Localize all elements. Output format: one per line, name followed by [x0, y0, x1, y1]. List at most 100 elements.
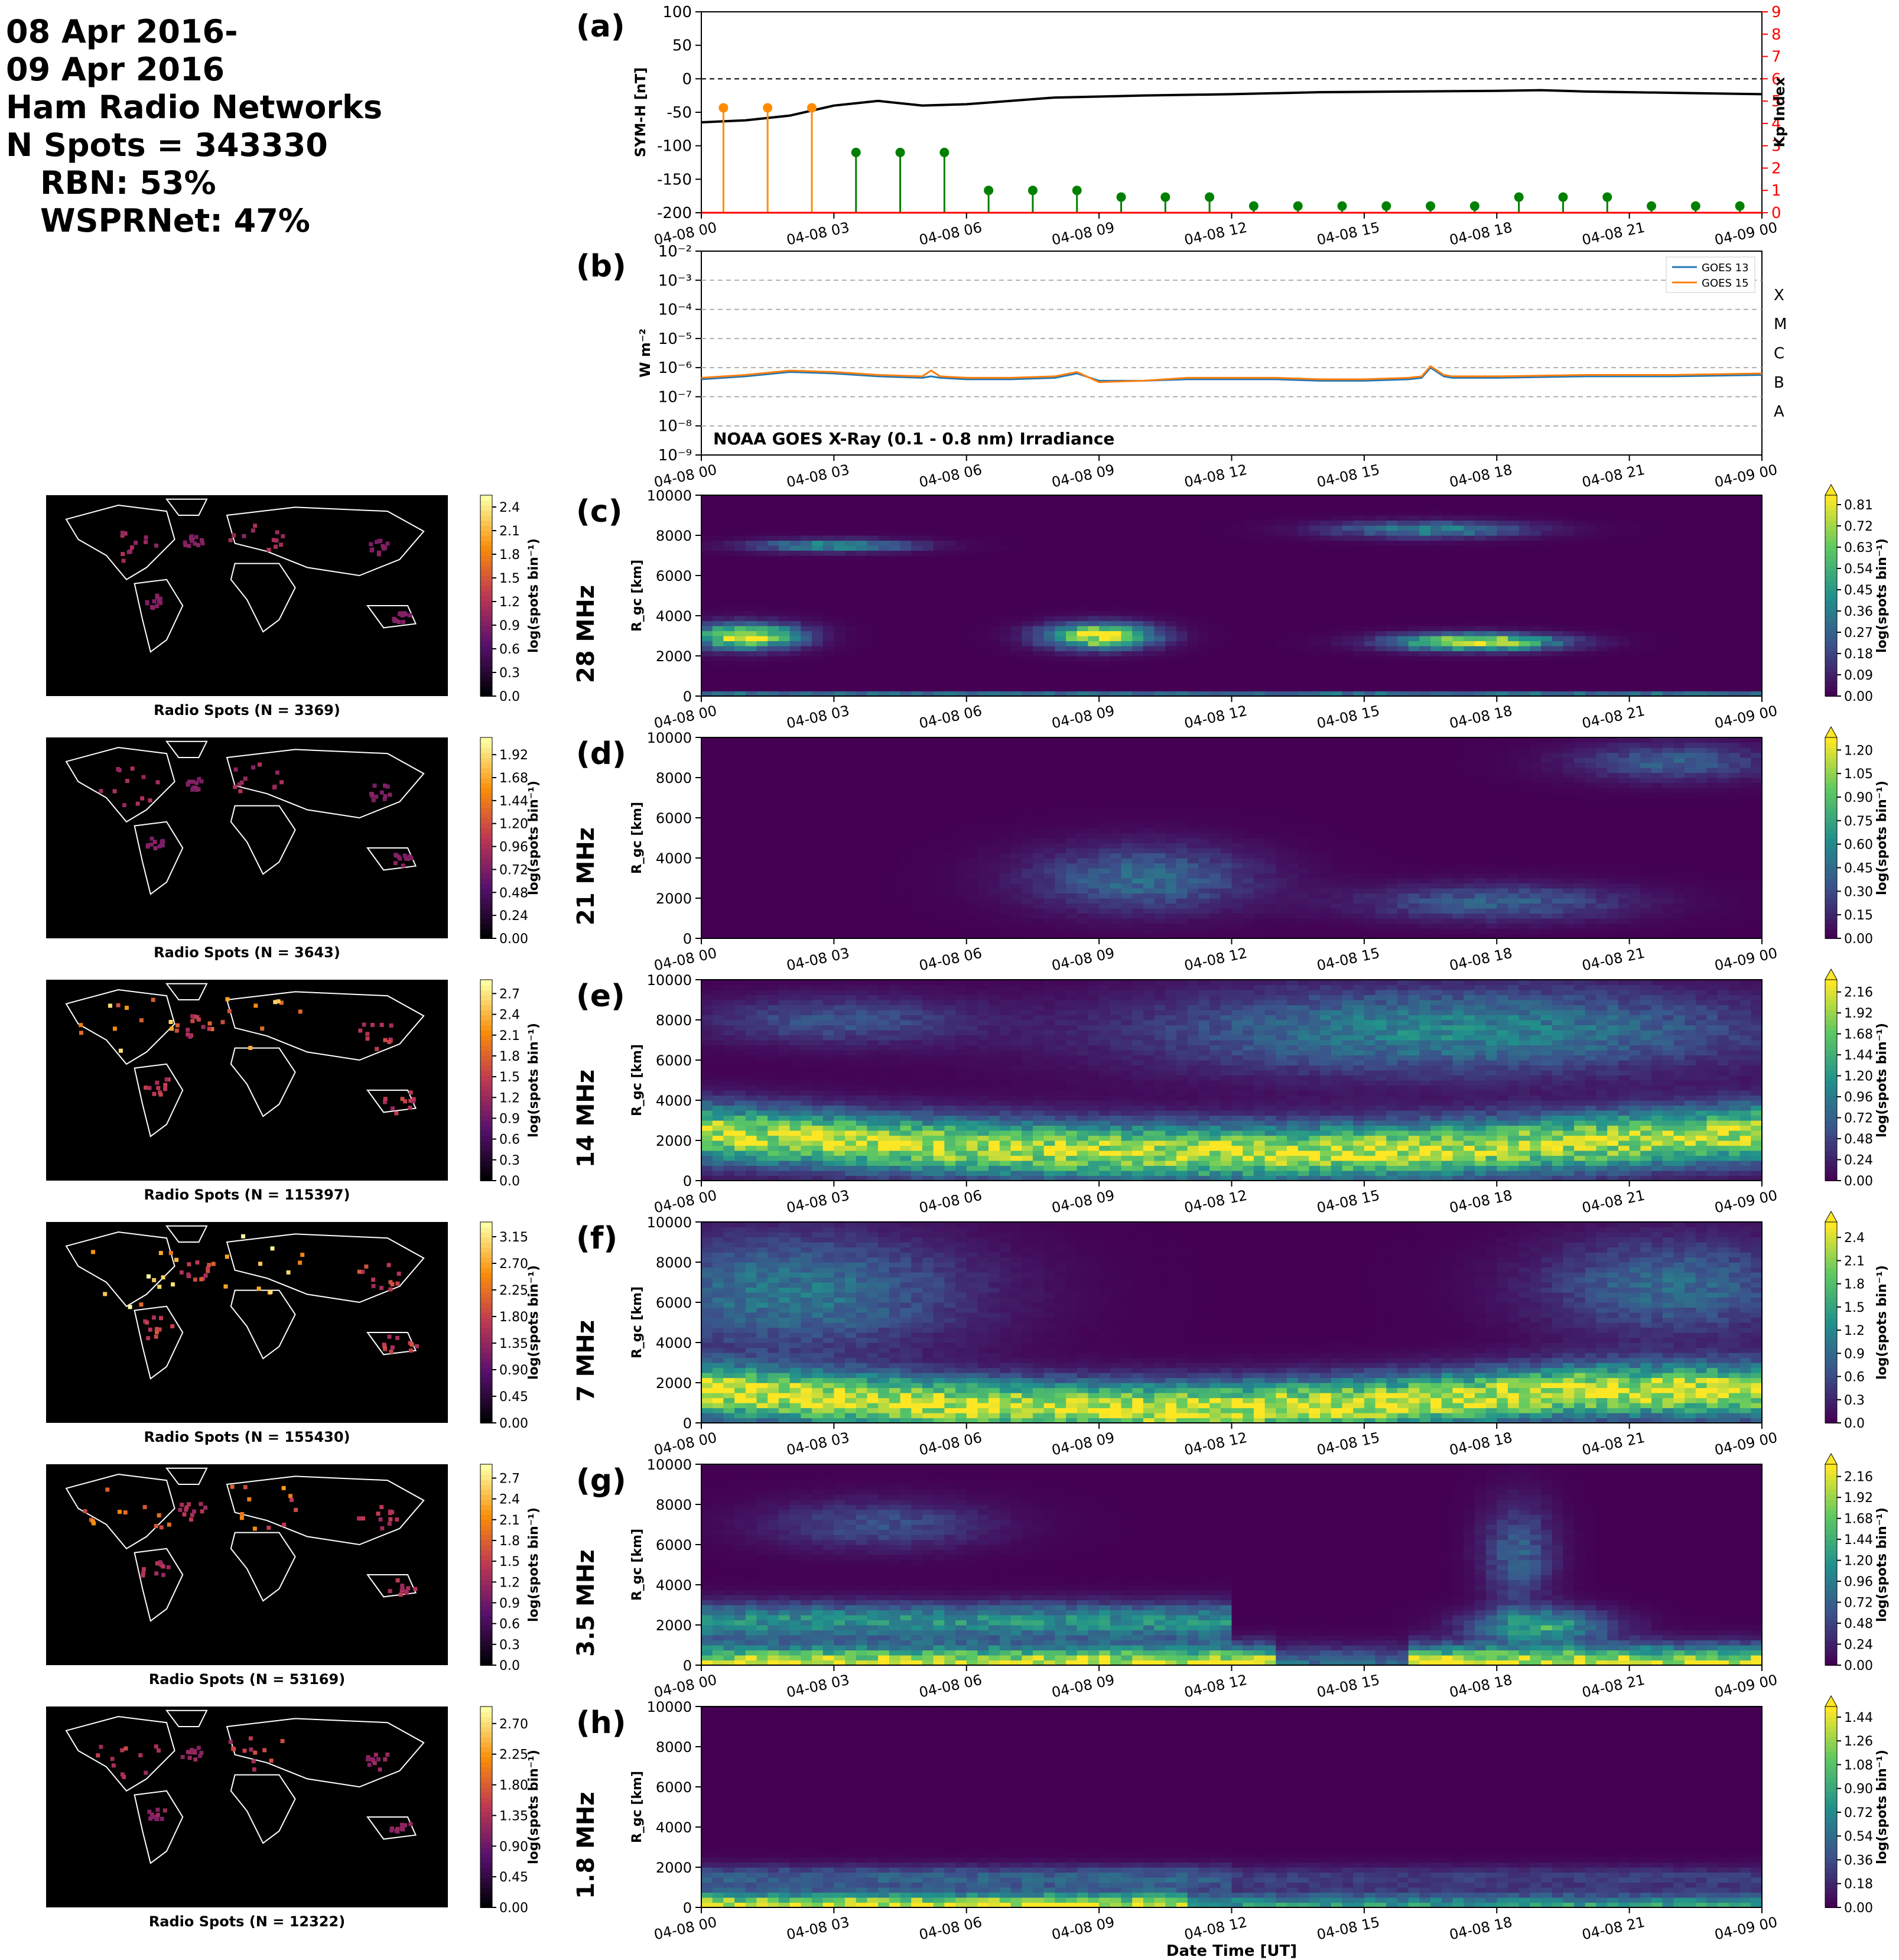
band-c-heatmap-cell: [889, 500, 901, 506]
band-c-heatmap-cell: [1651, 596, 1663, 602]
band-c-heatmap-cell: [1441, 626, 1453, 632]
band-c-heatmap-cell: [1099, 565, 1111, 571]
band-c-heatmap-cell: [1574, 661, 1586, 667]
band-c-heatmap-cell: [1253, 636, 1266, 642]
band-c-heatmap-cell: [878, 610, 890, 616]
band-c-colorbar-step: [1825, 520, 1837, 526]
band-c-heatmap-cell: [1718, 656, 1729, 662]
band-c-heatmap-cell: [1607, 520, 1619, 526]
band-c-heatmap-cell: [1165, 651, 1177, 656]
band-c-heatmap-cell: [811, 565, 824, 571]
band-c-heatmap-cell: [1651, 570, 1663, 576]
band-d-heatmap-cell: [822, 818, 834, 824]
band-d-heatmap-cell: [822, 768, 834, 773]
band-c-heatmap-cell: [1651, 560, 1663, 566]
band-c-heatmap-cell: [977, 656, 989, 662]
band-c-heatmap-cell: [1706, 590, 1718, 596]
band-c-heatmap-cell: [1441, 500, 1453, 506]
band-c-heatmap-cell: [1231, 580, 1243, 586]
band-c-heatmap-cell: [723, 525, 735, 531]
band-c-heatmap-cell: [1408, 676, 1420, 682]
band-c-heatmap-cell: [723, 515, 735, 521]
band-c-heatmap-cell: [1276, 495, 1287, 501]
band-c-heatmap-cell: [745, 671, 757, 677]
band-c-heatmap-cell: [1629, 671, 1641, 677]
band-c-heatmap-cell: [1010, 500, 1022, 506]
band-c-heatmap-cell: [1640, 560, 1652, 566]
band-c-map-colorbar-step: [480, 641, 492, 646]
band-c-heatmap-cell: [922, 626, 934, 632]
band-c-heatmap-cell: [1651, 565, 1663, 571]
band-c-heatmap-cell: [745, 505, 757, 511]
band-c-heatmap-cell: [1121, 565, 1133, 571]
band-c-heatmap-cell: [1596, 600, 1608, 606]
band-c-heatmap-cell: [1530, 651, 1542, 656]
band-c-heatmap-cell: [834, 641, 846, 646]
band-d-map-colorbar-step: [480, 798, 492, 804]
band-d-heatmap-cell: [822, 933, 834, 939]
band-d-heatmap-cell: [845, 918, 857, 924]
band-c-heatmap-cell: [811, 641, 824, 646]
band-c-heatmap-cell: [1497, 540, 1508, 546]
band-c-heatmap-cell: [811, 676, 824, 682]
band-c-heatmap-cell: [811, 666, 824, 672]
band-c-heatmap-cell: [1309, 495, 1321, 501]
band-d-heatmap-cell: [845, 893, 857, 899]
band-c-heatmap-cell: [1187, 630, 1199, 636]
band-c-heatmap-cell: [1231, 550, 1243, 556]
band-c-heatmap-cell: [1739, 590, 1751, 596]
band-c-heatmap-cell: [1507, 545, 1520, 551]
band-c-heatmap-cell: [944, 576, 956, 581]
band-c-heatmap-cell: [1209, 550, 1221, 556]
band-c-heatmap-cell: [1364, 641, 1376, 646]
band-c-heatmap-cell: [1585, 666, 1597, 672]
band-c-heatmap-cell: [1408, 540, 1420, 546]
band-c-heatmap-cell: [977, 646, 989, 652]
band-c-heatmap-cell: [1518, 610, 1530, 616]
band-d-heatmap-cell: [768, 873, 779, 879]
band-c-heatmap-cell: [845, 620, 857, 626]
band-c-heatmap-cell: [1353, 671, 1365, 677]
band-d-map-colorbar-step: [480, 933, 492, 939]
band-c-heatmap-cell: [1154, 666, 1166, 672]
band-d-heatmap-cell: [801, 933, 812, 939]
band-c-heatmap-cell: [1243, 555, 1254, 561]
band-c-heatmap-cell: [867, 691, 879, 697]
band-d-heatmap-cell: [778, 918, 791, 924]
band-c-heatmap-cell: [811, 510, 824, 516]
band-c-heatmap-cell: [1187, 676, 1199, 682]
band-c-heatmap-cell: [768, 495, 779, 501]
band-c-heatmap-cell: [1441, 586, 1453, 591]
goes-legend-label: GOES 13: [1702, 262, 1749, 274]
band-c-heatmap-cell: [1728, 691, 1741, 697]
band-c-heatmap-cell: [1099, 681, 1111, 687]
band-c-heatmap-cell: [1386, 661, 1398, 667]
band-c-spot-marker: [199, 538, 204, 542]
band-d-heatmap-cell: [701, 812, 713, 818]
band-d-heatmap-cell: [801, 762, 812, 768]
band-d-heatmap-cell: [856, 768, 868, 773]
band-d-spot-marker: [385, 784, 390, 789]
band-c-heatmap-cell: [822, 576, 834, 581]
band-c-heatmap-cell: [1386, 545, 1398, 551]
band-c-heatmap-cell: [1154, 586, 1166, 591]
band-c-heatmap-cell: [1574, 576, 1586, 581]
band-c-heatmap-cell: [1010, 671, 1022, 677]
band-c-heatmap-cell: [1563, 560, 1575, 566]
band-d-heatmap-cell: [778, 838, 791, 844]
band-c-heatmap-cell: [878, 560, 890, 566]
band-c-heatmap-cell: [1209, 596, 1221, 602]
band-c-heatmap-cell: [1629, 630, 1641, 636]
band-c-heatmap-cell: [999, 606, 1012, 612]
band-c-heatmap-cell: [789, 600, 801, 606]
band-c-heatmap-cell: [911, 691, 923, 697]
band-d-heatmap-cell: [789, 812, 801, 818]
band-c-heatmap-cell: [1043, 646, 1055, 652]
kp-ytick-label: 5: [1771, 93, 1781, 110]
band-c-heatmap-cell: [1419, 550, 1431, 556]
band-c-heatmap-cell: [1010, 515, 1022, 521]
band-c-heatmap-cell: [1518, 570, 1530, 576]
band-c-heatmap-cell: [822, 691, 834, 697]
band-d-heatmap-cell: [834, 812, 846, 818]
band-c-heatmap-cell: [723, 545, 735, 551]
